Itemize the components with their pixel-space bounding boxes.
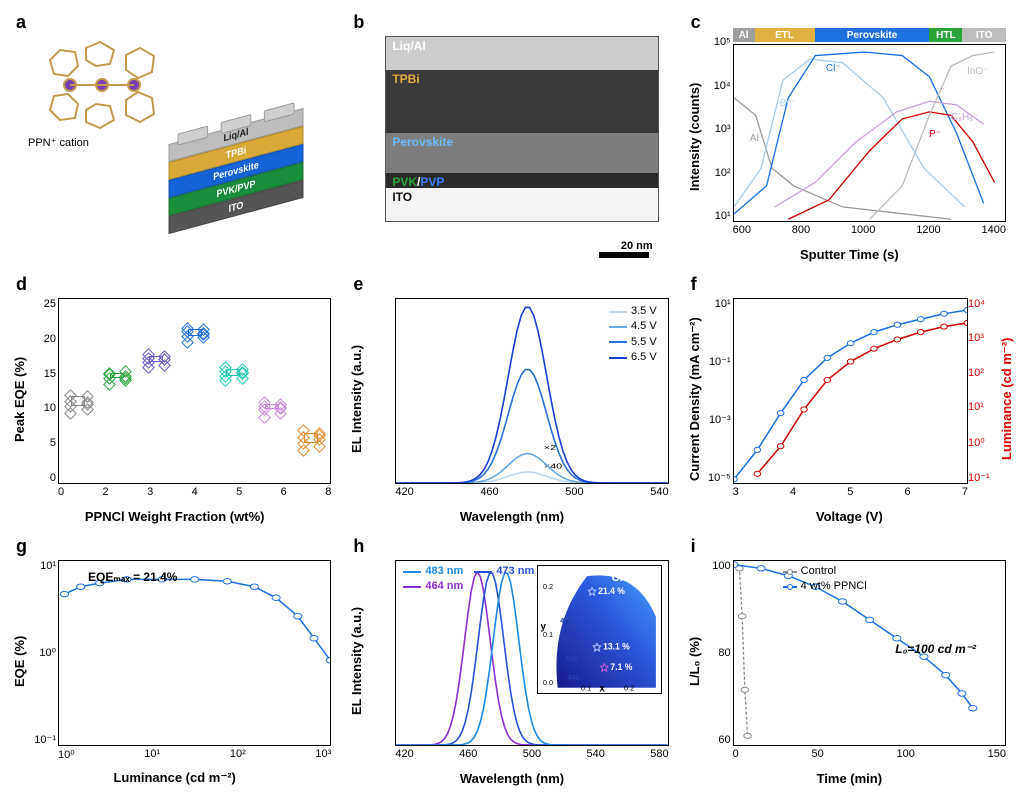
ppn-molecule-icon [30,30,170,140]
panel-i: i L/L₀ (%) Time (min) Control4 wt% PPNCl… [683,532,1016,790]
panel-d-xticks: 0234568 [58,486,331,500]
panel-g-chart [58,560,331,746]
panel-h-xticks: 420460500540580 [395,748,668,762]
svg-text:480: 480 [560,616,572,625]
panel-c-xticks: 600800100012001400 [733,224,1006,238]
svg-text:CIE 1931: CIE 1931 [612,572,658,584]
panel-e: e EL Intensity (a.u.) Wavelength (nm) ×4… [345,270,678,528]
panel-c-label: c [691,12,701,33]
svg-text:0.1: 0.1 [581,683,591,692]
panel-e-xlabel: Wavelength (nm) [345,509,678,524]
svg-text:440: 440 [567,673,579,682]
panel-i-annotation: L₀=100 cd m⁻² [895,642,976,656]
panel-f-xticks: 34567 [733,486,968,500]
svg-text:0.1: 0.1 [543,630,553,639]
panel-c-topbar: AlETLPerovskiteHTLITO [733,28,1006,42]
panel-g-xticks: 10⁰10¹10²10³ [58,748,331,762]
panel-e-ylabel: EL Intensity (a.u.) [349,270,364,528]
svg-text:7.1 %: 7.1 % [610,662,632,672]
panel-c-xlabel: Sputter Time (s) [683,247,1016,262]
panel-d-xlabel: PPNCl Weight Fraction (wt%) [8,509,341,524]
panel-c-yticks: 10¹10²10³10⁴10⁵ [699,36,731,222]
svg-text:0.2: 0.2 [624,683,634,692]
scalebar-text: 20 nm [621,240,653,252]
panel-g-xlabel: Luminance (cd m⁻²) [8,770,341,786]
panel-a: a PPN⁺ cation Liq/AlTPBiPerovskitePVK/PV… [8,8,341,266]
panel-d-yticks: 0510152025 [24,298,56,484]
device-stack: Liq/AlTPBiPerovskitePVK/PVPITO [169,100,304,234]
panel-f-xlabel: Voltage (V) [683,509,1016,524]
panel-g-label: g [16,536,27,557]
panel-a-label: a [16,12,26,33]
ppn-cation-label: PPN⁺ cation [28,136,89,149]
svg-text:×2: ×2 [544,444,556,452]
tem-cross-section: Liq/AlTPBiPerovskitePVK/PVPITO [385,36,658,222]
svg-text:13.1 %: 13.1 % [603,642,630,652]
figure-grid: a PPN⁺ cation Liq/AlTPBiPerovskitePVK/PV… [0,0,1024,798]
panel-f-yticks: 10⁻⁵10⁻³10⁻¹10¹ [699,298,731,484]
panel-h-legend: 483 nm 473 nm464 nm [403,564,534,595]
panel-f-chart [733,298,968,484]
panel-i-yticks: 6080100 [699,560,731,746]
panel-i-label: i [691,536,696,557]
panel-h-xlabel: Wavelength (nm) [345,771,678,786]
panel-d-chart [58,298,331,484]
panel-c: c AlETLPerovskiteHTLITO Intensity (count… [683,8,1016,266]
panel-d-label: d [16,274,27,295]
panel-e-label: e [353,274,363,295]
panel-i-xticks: 050100150 [733,748,1006,762]
panel-e-xticks: 420460500540 [395,486,668,500]
panel-f-y2ticks: 10⁻¹10⁰10¹10²10³10⁴ [968,298,1000,484]
panel-h-ylabel: EL Intensity (a.u.) [349,532,364,790]
panel-g-yticks: 10⁻¹10⁰10¹ [24,560,56,746]
svg-text:460: 460 [565,654,577,663]
panel-f-y2label: Luminance (cd m⁻²) [999,270,1014,528]
svg-text:470: 470 [562,635,574,644]
panel-b: b Liq/AlTPBiPerovskitePVK/PVPITO 20 nm [345,8,678,266]
panel-g: g EQE (%) Luminance (cd m⁻²) EQEₘₐₓ = 21… [8,532,341,790]
cie-inset: CIE 193121.4 %13.1 %7.1 %480470460440xy0… [537,565,662,694]
panel-h: h EL Intensity (a.u.) Wavelength (nm) CI… [345,532,678,790]
panel-b-label: b [353,12,364,33]
panel-i-xlabel: Time (min) [683,771,1016,786]
panel-d: d Peak EQE (%) PPNCl Weight Fraction (wt… [8,270,341,528]
panel-i-legend: Control4 wt% PPNCl [783,564,867,595]
panel-h-label: h [353,536,364,557]
panel-e-legend: 3.5 V4.5 V5.5 V6.5 V [609,304,657,366]
svg-text:x: x [599,683,605,692]
svg-text:0.0: 0.0 [543,678,553,687]
panel-g-annotation: EQEₘₐₓ = 21.4% [88,570,177,584]
svg-text:21.4 %: 21.4 % [598,586,625,596]
panel-c-chart: Al⁻Br⁻Cl⁻C₃H₅⁻P⁻InO⁻ [733,44,1006,222]
scalebar [599,252,649,258]
svg-text:0.2: 0.2 [543,582,553,591]
panel-f: f Current Density (mA cm⁻²) Luminance (c… [683,270,1016,528]
panel-f-label: f [691,274,697,295]
